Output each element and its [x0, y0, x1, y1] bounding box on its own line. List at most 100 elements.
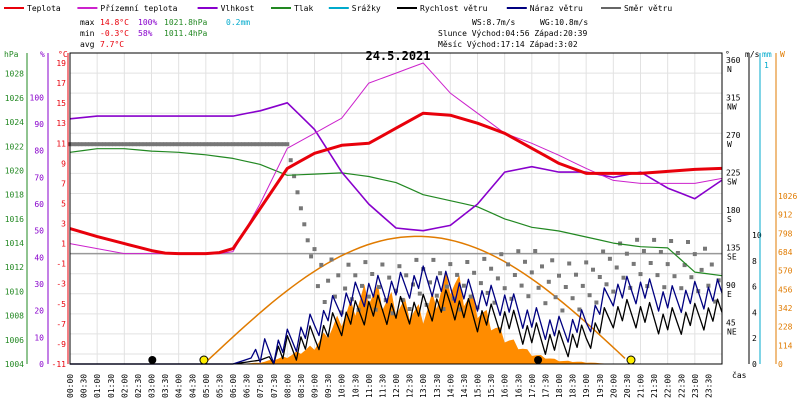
- wind-dir-dot: [278, 142, 283, 147]
- wind-dir-dot: [652, 237, 657, 242]
- x-tick: 20:30: [623, 374, 632, 398]
- hpa-tick: 1014: [5, 239, 24, 248]
- series-lines: [69, 62, 723, 365]
- wind-dir-dot: [258, 142, 263, 147]
- wind-dir-dot: [248, 142, 252, 147]
- wind-dir-dot: [268, 142, 273, 147]
- wind-dir-dot: [699, 267, 704, 272]
- wind-dir-dot: [85, 142, 89, 147]
- wind-dir-dot: [336, 273, 341, 278]
- wind-dir-dot: [631, 261, 636, 266]
- wind-dir-dot: [624, 251, 629, 256]
- x-tick: 13:00: [419, 374, 428, 398]
- wind-dir-dot: [108, 142, 113, 147]
- wind-dir-dot: [461, 283, 466, 288]
- wind-dir-dot: [601, 249, 606, 254]
- wm2-tick: 456: [778, 285, 793, 294]
- wind-dir-dot: [156, 142, 161, 147]
- wind-dir-dot: [343, 286, 348, 291]
- x-tick: 07:00: [256, 374, 265, 398]
- wind-dir-dot: [288, 158, 293, 163]
- wind-dir-dot: [407, 307, 412, 311]
- x-tick: 13:30: [433, 374, 442, 398]
- wind-dir-dot: [638, 272, 643, 277]
- wind-dir-dot: [159, 142, 164, 147]
- wind-dir-dot: [604, 282, 609, 287]
- wind-dir-dot: [251, 142, 256, 147]
- wind-dir-dot: [709, 262, 714, 267]
- ms-tick: 8: [752, 257, 757, 266]
- stats-avg-temp: 7.7°C: [100, 40, 124, 49]
- x-tick: 05:00: [202, 374, 211, 398]
- x-tick: 08:30: [297, 374, 306, 398]
- wind-dir-dot: [105, 142, 110, 147]
- x-tick: 05:30: [215, 374, 224, 398]
- x-tick: 12:00: [392, 374, 401, 398]
- wind-dir-dot: [332, 294, 337, 299]
- dir-label: SW: [727, 178, 737, 187]
- wind-dir-dot: [482, 256, 487, 261]
- wind-dir-dot: [115, 142, 120, 147]
- wind-dir-dot: [102, 142, 106, 147]
- wm2-tick: 114: [778, 341, 793, 350]
- wind-dir-dot: [363, 260, 368, 265]
- temp-tick: -5: [56, 300, 66, 309]
- wind-dir-dot: [271, 142, 276, 147]
- wind-dir-dot: [183, 142, 188, 147]
- wind-dir-dot: [465, 260, 470, 264]
- wind-dir-dot: [706, 283, 711, 288]
- temp-tick: 15: [56, 99, 66, 108]
- mm-unit: mm: [762, 50, 772, 59]
- temp-tick: 17: [56, 79, 66, 88]
- wind-dir-dot: [428, 280, 432, 285]
- x-tick: 02:00: [120, 374, 129, 398]
- ms-tick: 6: [752, 283, 757, 292]
- wind-dir-dot: [587, 293, 592, 298]
- x-tick: 21:30: [650, 374, 659, 398]
- temp-tick: 7: [61, 179, 66, 188]
- ms-tick: 0: [752, 360, 757, 369]
- x-tick: 17:30: [541, 374, 550, 398]
- series-tlak: [69, 148, 723, 277]
- dir-label: NW: [727, 103, 737, 112]
- x-tick: 15:00: [474, 374, 483, 398]
- dir-tick: 315: [726, 94, 741, 103]
- wind-dir-dot: [574, 272, 578, 277]
- wind-dir-dot: [373, 307, 378, 312]
- legend-label: Směr větru: [624, 4, 672, 13]
- wind-dir-dot: [152, 142, 157, 147]
- hpa-tick: 1022: [5, 142, 24, 151]
- wind-dir-dot: [370, 272, 375, 276]
- wind-dir-dot: [669, 239, 674, 243]
- wind-dir-dot: [434, 293, 439, 298]
- sun-moon-markers: [148, 355, 636, 365]
- moonset-marker: [148, 356, 157, 364]
- wind-dir-dot: [553, 295, 558, 300]
- wind-dir-dot: [448, 262, 453, 267]
- pct-tick: 70: [34, 173, 44, 182]
- hpa-tick: 1018: [5, 191, 24, 200]
- x-tick: 12:30: [406, 374, 415, 398]
- temp-tick: 9: [61, 159, 66, 168]
- pct-tick: 60: [34, 200, 44, 209]
- hpa-tick: 1026: [5, 94, 24, 103]
- wind-dir-dot: [78, 142, 83, 147]
- wind-dir-dot: [584, 260, 589, 265]
- hpa-tick: 1012: [5, 263, 24, 272]
- wind-dir-dot: [492, 300, 497, 305]
- wind-dir-dot: [703, 246, 707, 251]
- wind-dir-dot: [499, 252, 504, 257]
- wm2-unit: W: [780, 50, 785, 59]
- moonrise-marker: [534, 356, 543, 364]
- wind-dir-dot: [478, 281, 483, 286]
- wind-dir-dot: [88, 142, 93, 147]
- legend: Teplota Přízemní teplota Vlhkost Tlak Srážky…: [4, 4, 672, 13]
- x-tick: 06:30: [243, 374, 252, 398]
- wind-dir-dot: [438, 271, 443, 276]
- stats-wg: WG:10.8m/s: [540, 18, 588, 27]
- stats-block: max 14.8°C 100% 1021.8hPa 0.2mm min -0.3…: [80, 18, 588, 49]
- wind-dir-dot: [281, 142, 286, 147]
- wind-dir-dot: [509, 296, 514, 301]
- wind-dir-dot: [74, 142, 79, 147]
